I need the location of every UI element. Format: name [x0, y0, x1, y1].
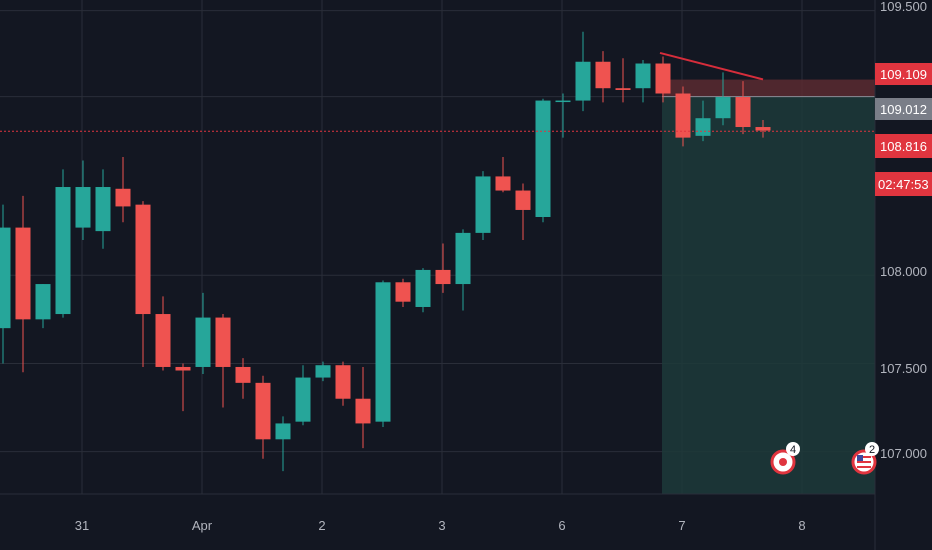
- countdown-badge: [875, 172, 932, 196]
- candle-body[interactable]: [175, 366, 191, 371]
- candle-body[interactable]: [535, 100, 551, 218]
- candle-body[interactable]: [255, 382, 271, 440]
- candle-body[interactable]: [35, 284, 51, 320]
- trendline[interactable]: [659, 51, 764, 81]
- entry-price-label: 109.012: [880, 102, 927, 117]
- price-tick-107500: 107.500: [880, 361, 927, 376]
- candle-body[interactable]: [0, 227, 11, 329]
- candle-body[interactable]: [495, 176, 511, 191]
- candle-body[interactable]: [615, 88, 631, 90]
- candle-body[interactable]: [215, 317, 231, 367]
- candle-body[interactable]: [95, 187, 111, 232]
- current-price-badge: [875, 134, 932, 158]
- candle-body[interactable]: [195, 317, 211, 367]
- time-tick-31: 31: [75, 518, 89, 533]
- long-position-tool[interactable]: [662, 79, 875, 494]
- us-flag-stripe-1: [857, 456, 871, 458]
- stop-price-label: 109.109: [880, 67, 927, 82]
- time-tick-7: 7: [678, 518, 685, 533]
- position-stop-zone[interactable]: [662, 79, 875, 97]
- price-tick-108000: 108.000: [880, 264, 927, 279]
- time-tick-apr: Apr: [192, 518, 213, 533]
- us-event-count: 2: [869, 444, 875, 456]
- candle-body[interactable]: [375, 282, 391, 422]
- candle-body[interactable]: [475, 176, 491, 233]
- candle-body[interactable]: [715, 97, 731, 119]
- current-price-label: 108.816: [880, 139, 927, 154]
- price-tick-107000: 107.000: [880, 446, 927, 461]
- candle-body[interactable]: [75, 187, 91, 228]
- candle-body[interactable]: [755, 127, 771, 131]
- price-tick-109500: 109.500: [880, 0, 927, 14]
- candle-body[interactable]: [115, 188, 131, 207]
- candle-body[interactable]: [675, 93, 691, 138]
- time-axis[interactable]: 31 Apr 2 3 6 7 8: [75, 518, 806, 533]
- us-flag-canton: [857, 455, 863, 461]
- candle-body[interactable]: [555, 100, 571, 103]
- candle-body[interactable]: [455, 232, 471, 285]
- candle-body[interactable]: [335, 365, 351, 399]
- candle-body[interactable]: [635, 63, 651, 89]
- candle-body[interactable]: [275, 423, 291, 440]
- candle-body[interactable]: [155, 314, 171, 367]
- candle-body[interactable]: [575, 61, 591, 101]
- candle-body[interactable]: [355, 398, 371, 424]
- earnings-count: 4: [790, 444, 796, 456]
- stop-price-badge: [875, 63, 932, 85]
- us-event-count-badge: [865, 442, 879, 456]
- candle-body[interactable]: [295, 377, 311, 422]
- position-target-zone[interactable]: [662, 96, 875, 494]
- time-tick-6: 6: [558, 518, 565, 533]
- candle-body[interactable]: [515, 190, 531, 210]
- candle-body[interactable]: [235, 366, 251, 383]
- bar-countdown-label: 02:47:53: [878, 177, 929, 192]
- time-tick-3: 3: [438, 518, 445, 533]
- candle-body[interactable]: [735, 97, 751, 128]
- candle-body[interactable]: [55, 187, 71, 315]
- time-tick-2: 2: [318, 518, 325, 533]
- us-flag-stripe-3: [857, 466, 871, 468]
- earnings-event-marker[interactable]: 4: [770, 442, 800, 475]
- entry-price-badge: [875, 98, 932, 120]
- earnings-icon-dot: [779, 458, 787, 466]
- us-flag-stripe-2: [857, 461, 871, 463]
- price-axis[interactable]: 109.500 108.000 107.500 107.000 109.109 …: [875, 0, 932, 461]
- candle-body[interactable]: [135, 204, 151, 315]
- candle-body[interactable]: [415, 269, 431, 307]
- time-tick-8: 8: [798, 518, 805, 533]
- candle-body[interactable]: [315, 365, 331, 378]
- candle-body[interactable]: [655, 63, 671, 94]
- us-economic-event-marker[interactable]: 2: [851, 442, 879, 475]
- candles-series: [0, 31, 771, 472]
- candle-body[interactable]: [695, 118, 711, 136]
- candle-body[interactable]: [595, 61, 611, 89]
- candle-body[interactable]: [435, 269, 451, 285]
- candle-body[interactable]: [15, 227, 31, 320]
- earnings-count-badge: [786, 442, 800, 456]
- candle-body[interactable]: [395, 282, 411, 302]
